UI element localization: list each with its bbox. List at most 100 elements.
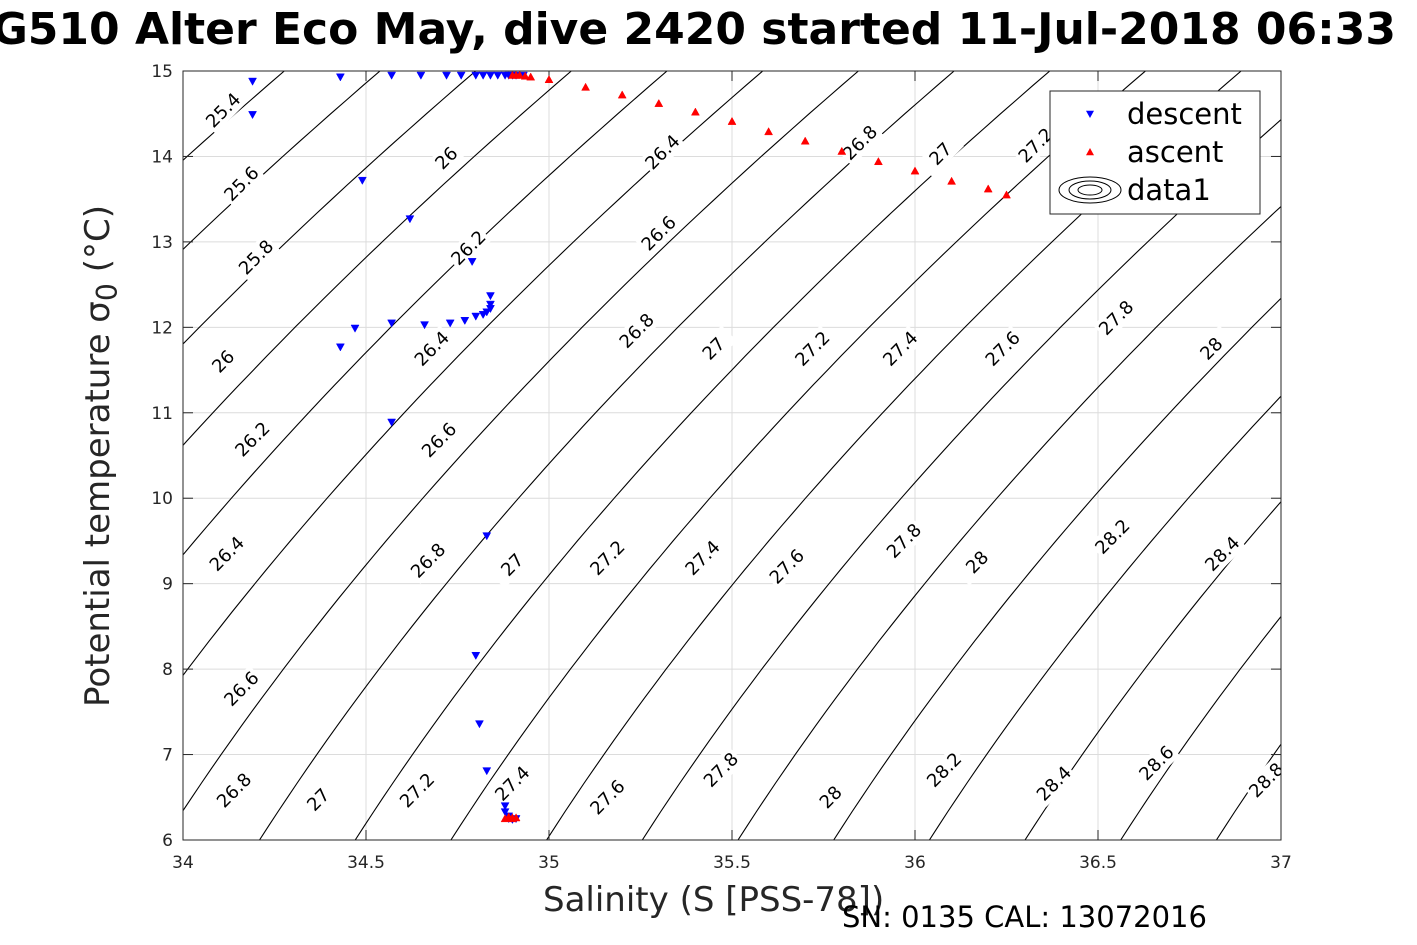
y-tick-label: 10 [151, 489, 173, 509]
contour-label-bg [807, 773, 855, 821]
ascent-point [511, 813, 521, 822]
y-tick-label: 6 [162, 831, 173, 851]
ascent-point [617, 90, 627, 99]
descent-point [471, 312, 481, 321]
x-tick-label: 35.5 [713, 853, 751, 873]
ascent-point [983, 184, 993, 193]
contour-label-bg [1199, 530, 1246, 578]
ascent-point [515, 70, 525, 79]
x-tick-label: 37 [1270, 853, 1292, 873]
y-tick-label: 12 [151, 318, 173, 338]
contour-label-bg [218, 160, 265, 208]
contour-line-27-8 [737, 205, 1281, 840]
contour-label-bg [697, 746, 745, 794]
descent-point [471, 651, 481, 660]
legend-descent-marker [1086, 110, 1094, 118]
contour-label-bg [229, 415, 276, 463]
legend-contour-icon [1068, 180, 1112, 200]
x-tick-label: 34 [172, 853, 194, 873]
ascent-point [690, 107, 700, 116]
descent-point [445, 319, 455, 328]
contour-label-bg [679, 534, 727, 582]
ascent-point [526, 72, 536, 81]
descent-point [500, 802, 510, 811]
contour-label-bg [408, 325, 456, 373]
y-tick-label: 7 [162, 746, 173, 766]
contour-label-bg [1089, 513, 1136, 561]
contour-label-bg [917, 130, 964, 178]
contour-line-26-8 [258, 71, 955, 840]
contour-label-bg [953, 538, 1001, 586]
contour-label: 27 [690, 325, 738, 373]
descent-point [416, 71, 426, 80]
contour-label-bg [789, 325, 836, 373]
descent-point [486, 292, 495, 301]
descent-point [350, 324, 360, 333]
contour-label-bg [1030, 760, 1078, 807]
descent-point [456, 71, 466, 80]
x-tick-label: 36.5 [1079, 853, 1117, 873]
contour-label-bg [877, 325, 924, 373]
descent-point [478, 311, 488, 320]
ascent-point [520, 71, 530, 80]
contour-line-28-4 [1024, 500, 1281, 840]
y-tick-label: 13 [151, 233, 173, 253]
ascent-point [947, 176, 957, 185]
y-tick-label: 15 [151, 62, 173, 82]
descent-point [460, 317, 470, 326]
contour-label-bg [415, 416, 463, 464]
legend-box [1049, 90, 1261, 215]
contour-label-bg [613, 307, 661, 355]
descent-point [471, 71, 481, 80]
ascent-point [764, 127, 774, 136]
descent-point [405, 215, 415, 224]
axes: 34 34.5 35 35.5 36 36.5 37 6 7 8 9 10 11 12 13 14 15 [151, 62, 1291, 873]
descent-point [420, 321, 429, 330]
contour-line-26 [183, 71, 573, 447]
contour-label-bg [1092, 294, 1140, 342]
descent-point [486, 300, 495, 309]
descent-point [335, 73, 345, 82]
contour-label-bg [218, 665, 265, 713]
y-tick-label: 14 [151, 147, 173, 167]
x-axis-label: Salinity (S [PSS-78]) [543, 880, 885, 920]
contour-line-29 [1285, 28, 1417, 882]
x-tick-label: 34.5 [347, 853, 385, 873]
legend: descent ascent data1 [1049, 90, 1261, 215]
descent-point [387, 319, 397, 328]
contour-line-25-6 [183, 71, 381, 251]
contour-line-28-2 [928, 395, 1281, 840]
y-tick-label: 9 [162, 575, 173, 595]
ascent-point [910, 166, 920, 175]
descent-point [500, 808, 510, 817]
legend-contour-icon [1058, 176, 1122, 204]
contour-line-25-8 [183, 71, 477, 345]
descent-point [442, 71, 451, 80]
y-axis-label: Potential temperature σ0 (°C) [78, 205, 124, 707]
chart-title-text: SG510 Alter Eco May, dive 2420 started 1… [0, 4, 1396, 55]
contour-label-bg [199, 86, 247, 134]
contour-label-bg [1012, 121, 1060, 169]
contour-label-bg [1243, 756, 1281, 804]
legend-contour-icon [1077, 184, 1103, 196]
contour-label-bg [489, 760, 536, 807]
contour-label-bg [880, 517, 928, 565]
contour-label-bg [232, 233, 280, 281]
descent-point [482, 767, 492, 776]
ascent-point [1002, 190, 1011, 199]
contour-label-bg [423, 134, 470, 182]
contour-label-bg [445, 224, 492, 272]
descent-point [335, 343, 345, 352]
legend-label-data1: data1 [1127, 173, 1211, 207]
contour-label-bg [920, 746, 968, 794]
descent-point [467, 258, 477, 267]
ascent-point [654, 98, 664, 107]
descent-point [493, 71, 503, 80]
contour-label-bg [584, 773, 631, 821]
data-points [248, 70, 1011, 825]
contour-label-bg [836, 119, 884, 167]
contour-label-bg [763, 543, 811, 590]
contour-label-bg [635, 209, 683, 257]
y-tick-label: 8 [162, 660, 173, 680]
